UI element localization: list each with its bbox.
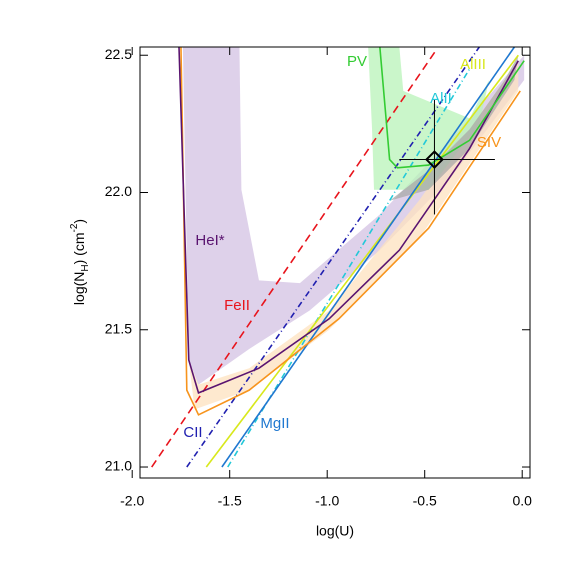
annotation: PV [347,53,367,70]
curve [379,47,525,169]
curve [221,47,516,468]
annotation: MgII [260,415,289,432]
y-tick-label: 21.5 [105,320,132,336]
curve [180,47,521,416]
annotation: CII [183,424,202,441]
annotation: AlII [430,90,452,107]
x-tick-label: -0.5 [413,493,437,509]
x-axis-label: log(U) [316,523,354,539]
data-point [425,150,444,169]
curve [205,54,519,468]
plot-area [151,47,525,468]
plot-frame [139,46,531,479]
y-label-part: log(N [71,272,87,305]
y-tick-label: 22.0 [105,183,132,199]
y-label-part: ) (cm [71,232,87,264]
y-axis-label: log(NH) (cm-2) [69,219,91,305]
annotation: HeI* [195,232,224,249]
y-label-part: ) [71,219,87,224]
curve [178,47,519,394]
annotation: AlIII [460,56,486,73]
x-tick-label: -1.5 [218,493,242,509]
y-label-sub: H [80,264,91,271]
y-tick-label: 21.0 [105,458,132,474]
annotation: SIV [477,134,501,151]
band [182,47,525,385]
x-tick-label: -1.0 [315,493,339,509]
x-tick-label: -2.0 [120,493,144,509]
y-tick-label: 22.5 [105,46,132,62]
band [368,47,490,190]
y-label-sup: -2 [69,223,80,232]
annotation: FeII [224,297,250,314]
x-tick-label: 0.0 [512,493,532,509]
